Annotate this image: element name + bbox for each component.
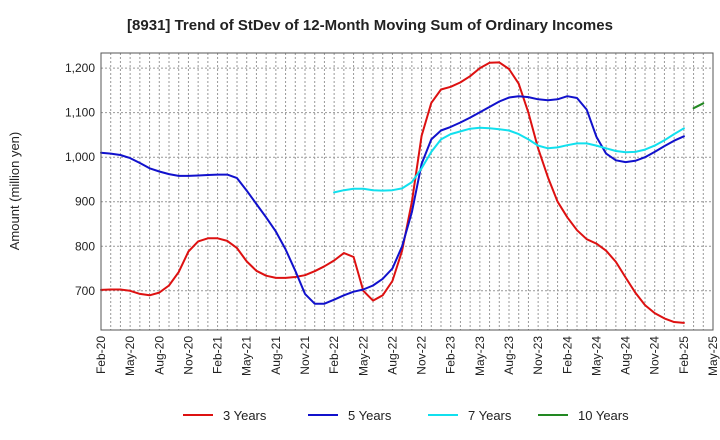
x-tick-label: May-22 [356,336,370,376]
x-tick-label: Feb-20 [94,336,108,374]
x-tick-label: Feb-21 [211,336,225,374]
series-line-3-years [100,61,685,324]
y-axis-label: Amount (million yen) [7,132,22,251]
x-tick-label: Nov-23 [531,336,545,375]
x-tick-label: Nov-21 [298,336,312,375]
plot-frame [100,52,714,331]
legend-label: 5 Years [348,408,392,423]
x-tick-label: May-23 [473,336,487,376]
x-tick-label: Feb-25 [677,336,691,374]
x-tick-label: Aug-21 [269,336,283,375]
plot-area [101,53,713,330]
series-line-10-years [692,102,705,110]
y-tick-label: 1,200 [65,61,95,75]
x-tick-label: Aug-24 [619,336,633,375]
series-line-5-years [100,95,685,305]
x-tick-label: Nov-22 [415,336,429,375]
legend-label: 3 Years [223,408,267,423]
x-tick-label: Feb-24 [560,336,574,374]
series-line-7-years [333,126,685,194]
x-tick-label: Aug-20 [152,336,166,375]
x-tick-label: May-21 [240,336,254,376]
legend-label: 10 Years [578,408,629,423]
x-tick-label: Feb-22 [327,336,341,374]
x-tick-label: Feb-23 [444,336,458,374]
y-tick-label: 1,000 [65,150,95,164]
x-tick-label: Nov-20 [181,336,195,375]
x-tick-label: May-25 [706,336,720,376]
x-tick-label: May-20 [123,336,137,376]
grid [101,53,713,330]
x-axis-ticks: Feb-20 May-20 Aug-20 Nov-20 Feb-21 May-21 Aug-… [94,336,720,376]
y-axis-ticks: 700 800 900 1,000 1,100 1,200 [65,61,95,298]
x-tick-label: Nov-24 [648,336,662,375]
y-tick-label: 700 [75,284,95,298]
y-tick-label: 900 [75,195,95,209]
y-tick-label: 1,100 [65,106,95,120]
legend: 3 Years 5 Years 7 Years 10 Years [183,408,629,423]
x-tick-label: May-24 [589,336,603,376]
legend-label: 7 Years [468,408,512,423]
y-tick-label: 800 [75,239,95,253]
x-tick-label: Aug-22 [385,336,399,375]
chart-title: [8931] Trend of StDev of 12-Month Moving… [127,17,613,34]
x-tick-label: Aug-23 [502,336,516,375]
series-lines [100,61,705,324]
